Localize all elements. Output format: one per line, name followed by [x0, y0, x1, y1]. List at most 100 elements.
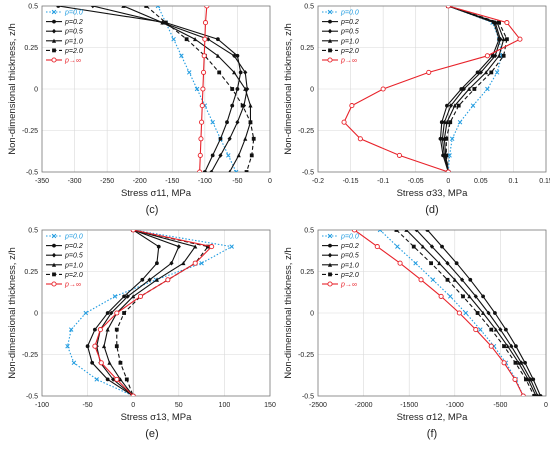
legend-marker — [51, 262, 57, 267]
x-axis-title: Stress σ13, MPa — [121, 412, 193, 423]
plot-frame — [317, 5, 547, 173]
chart-panel-2: -100 -50 0 50 100 150 0.5 0.25 0 -0.25 -0.5 Stress … — [7, 228, 276, 441]
legend-marker — [51, 9, 57, 15]
data-point — [445, 260, 450, 266]
data-point — [514, 344, 518, 349]
data-point — [199, 103, 205, 109]
data-point — [227, 136, 232, 142]
data-point — [114, 344, 119, 349]
data-point — [130, 230, 136, 233]
data-point — [463, 310, 468, 316]
data-point — [233, 169, 239, 172]
legend-label: p=1.0 — [340, 262, 359, 269]
data-point — [235, 53, 240, 58]
data-point — [192, 37, 198, 42]
legend-marker — [327, 262, 333, 267]
data-point — [437, 261, 442, 266]
y-tick-label: 0.25 — [300, 45, 314, 52]
data-point — [516, 360, 521, 365]
data-point — [494, 70, 500, 75]
data-point — [171, 36, 176, 42]
data-point — [524, 377, 528, 382]
data-point — [240, 103, 245, 108]
data-point — [461, 294, 465, 299]
data-point — [505, 344, 510, 349]
data-point — [394, 230, 399, 232]
data-point — [420, 244, 425, 249]
data-point — [118, 377, 123, 382]
data-point — [430, 277, 436, 283]
legend-label: p→∞ — [64, 58, 81, 65]
legend-label: p=0.0 — [64, 10, 83, 17]
data-point — [493, 327, 498, 332]
data-point — [444, 120, 450, 125]
legend-label: p=2.0 — [64, 48, 83, 55]
data-point — [194, 86, 200, 92]
legend-label: p=1.0 — [340, 38, 359, 45]
data-point — [56, 6, 61, 8]
x-tick-label: 100 — [219, 402, 231, 409]
data-point — [520, 393, 526, 396]
data-point — [501, 37, 506, 42]
y-tick-label: 0 — [34, 87, 38, 94]
data-point — [357, 136, 363, 142]
x-tick-label: -150 — [165, 178, 179, 185]
data-point — [193, 244, 198, 249]
data-point — [147, 277, 152, 283]
data-point — [209, 244, 215, 250]
data-point — [112, 294, 118, 299]
data-point — [71, 360, 77, 366]
data-point — [230, 87, 235, 91]
legend-label: p=0.5 — [340, 253, 359, 260]
legend-label: p=2.0 — [64, 272, 83, 279]
x-tick-label: -50 — [232, 178, 242, 185]
y-tick-label: -0.25 — [22, 128, 38, 135]
legend-label: p=0.0 — [340, 10, 359, 17]
data-point — [125, 294, 130, 299]
data-point — [186, 70, 192, 75]
x-tick-label: 0 — [544, 402, 548, 409]
data-point — [429, 244, 435, 249]
y-tick-label: -0.25 — [298, 128, 314, 135]
data-point — [532, 394, 537, 396]
chart-panel-0: -350 -300 -250 -200 -150 -100 -50 0 0.5 0.25 0 -0.2… — [7, 4, 272, 217]
data-point — [238, 70, 243, 75]
data-point — [243, 136, 248, 141]
data-point — [505, 37, 509, 42]
data-point — [109, 310, 114, 316]
data-point — [404, 230, 409, 232]
legend-marker — [51, 28, 57, 34]
data-point — [497, 20, 501, 25]
data-point — [215, 37, 220, 42]
data-point — [454, 261, 459, 266]
data-point — [232, 70, 237, 75]
data-point — [473, 294, 478, 299]
y-tick-label: 0 — [310, 87, 314, 94]
x-tick-label: 0.05 — [474, 178, 488, 185]
legend-marker — [328, 272, 332, 277]
data-point — [176, 244, 181, 249]
data-point — [468, 277, 473, 282]
data-point — [94, 377, 99, 382]
plot-frame — [41, 229, 271, 397]
data-point — [456, 310, 462, 316]
data-point — [467, 294, 472, 299]
legend-marker — [51, 281, 57, 287]
data-point — [248, 120, 253, 125]
data-point — [201, 53, 207, 59]
x-tick-label: -250 — [100, 178, 114, 185]
x-tick-label: -50 — [83, 402, 93, 409]
data-point — [440, 244, 444, 249]
data-point — [459, 277, 465, 283]
series-group — [351, 230, 543, 396]
y-tick-label: -0.5 — [302, 394, 314, 401]
legend-marker — [52, 48, 56, 53]
panel-tag: (c) — [146, 204, 159, 216]
data-point — [456, 103, 461, 108]
legend-marker — [52, 243, 56, 248]
legend-marker — [327, 9, 333, 15]
y-axis-title: Non-dimensional thickness, z/h — [283, 23, 294, 154]
data-point — [192, 260, 198, 266]
series-group — [65, 230, 234, 396]
data-point — [519, 360, 524, 366]
